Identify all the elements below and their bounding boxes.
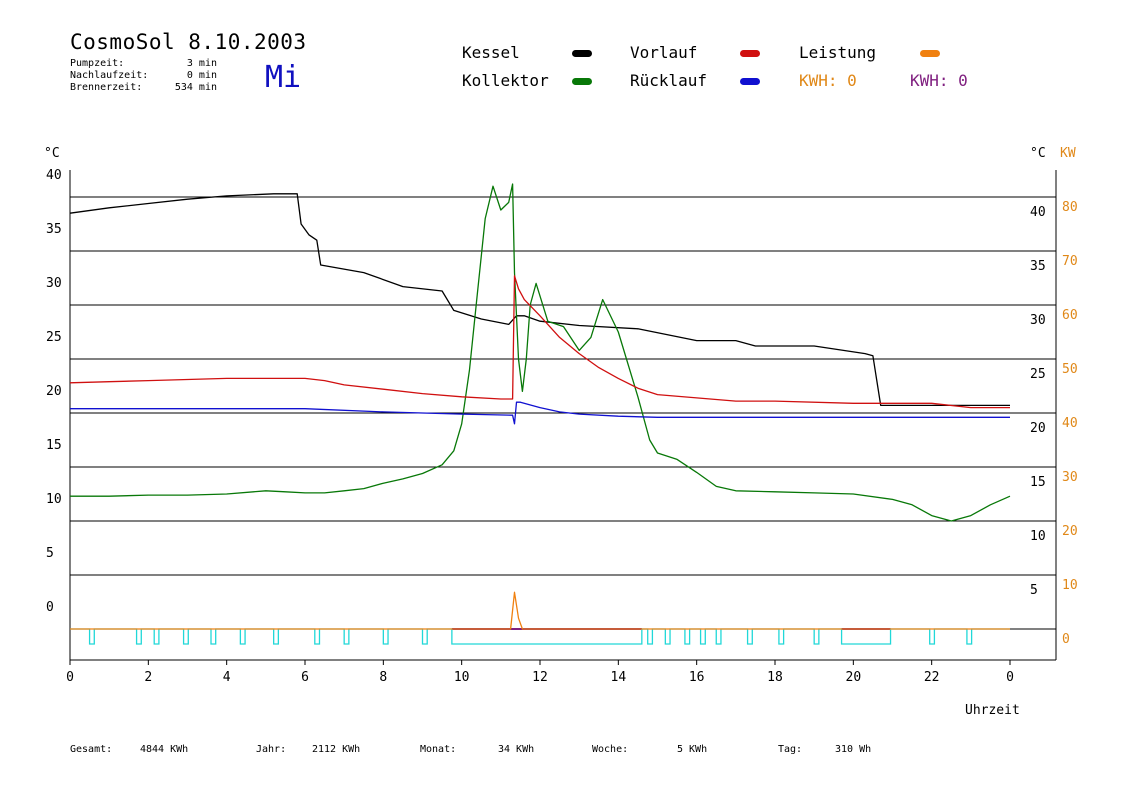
y-tick-right-20: 20: [1030, 421, 1046, 436]
legend-kwh-purple: KWH: 0: [910, 71, 968, 90]
y-tick-left-20: 20: [46, 384, 62, 399]
x-tick-label-5: 10: [454, 670, 470, 685]
legend-leistung-label: Leistung: [799, 43, 877, 62]
stat-pumpzeit-value: 3 min: [186, 58, 217, 69]
footer-tag-label: Tag:: [778, 744, 803, 755]
stats-labels: Pumpzeit: Nachlaufzeit: Brennerzeit:: [70, 58, 148, 94]
y-tick-left-0: 0: [46, 600, 54, 615]
footer-tag-value: 310 Wh: [835, 744, 872, 755]
stat-nachlaufzeit-label: Nachlaufzeit:: [70, 70, 149, 81]
y-axis-label-right: °C: [1030, 146, 1046, 161]
series-leistung-line: [70, 591, 1010, 630]
x-tick-label-9: 18: [767, 670, 783, 685]
y-tick-right-25: 25: [1030, 367, 1046, 382]
y-tick-kw-80: 80: [1062, 200, 1078, 215]
footer-woche-label: Woche:: [592, 744, 629, 755]
temperature-chart: 0510152025303540510152025303540010203040…: [44, 146, 1078, 718]
y-tick-left-35: 35: [46, 222, 62, 237]
y-tick-kw-40: 40: [1062, 416, 1078, 431]
stats-values: 3 min 0 min 534 min: [150, 58, 217, 94]
y-tick-right-15: 15: [1030, 475, 1046, 490]
legend-ruecklauf-label: Rücklauf: [630, 71, 708, 90]
stat-nachlaufzeit-value: 0 min: [186, 70, 217, 81]
footer-jahr-value: 2112 KWh: [312, 744, 361, 755]
footer-gesamt-label: Gesamt:: [70, 744, 113, 755]
footer-monat-value: 34 KWh: [498, 744, 535, 755]
x-tick-label-12: 0: [1006, 670, 1014, 685]
x-tick-label-6: 12: [532, 670, 548, 685]
y-tick-kw-0: 0: [1062, 632, 1070, 647]
legend-kessel-label: Kessel: [462, 43, 520, 62]
y-tick-right-10: 10: [1030, 529, 1046, 544]
legend-kollektor-swatch: [572, 78, 592, 85]
x-tick-label-7: 14: [611, 670, 627, 685]
stat-pumpzeit-label: Pumpzeit:: [70, 58, 125, 69]
x-tick-label-3: 6: [301, 670, 309, 685]
x-tick-label-1: 2: [144, 670, 152, 685]
series-kollektor-line: [70, 183, 1011, 522]
y-tick-left-30: 30: [46, 276, 62, 291]
x-tick-label-2: 4: [223, 670, 231, 685]
y-tick-right-35: 35: [1030, 259, 1046, 274]
legend-vorlauf-swatch: [740, 50, 760, 57]
legend-kollektor-label: Kollektor: [462, 71, 549, 90]
legend-kwh-orange: KWH: 0: [799, 71, 857, 90]
y-tick-kw-60: 60: [1062, 308, 1078, 323]
legend-leistung-swatch: [920, 50, 940, 57]
series-vorlauf-line: [69, 275, 1010, 409]
x-tick-label-4: 8: [379, 670, 387, 685]
footer-monat-label: Monat:: [420, 744, 457, 755]
y-tick-left-40: 40: [46, 168, 62, 183]
y-tick-left-5: 5: [46, 546, 54, 561]
x-tick-label-8: 16: [689, 670, 705, 685]
legend-kessel-swatch: [572, 50, 592, 57]
pump-signal-line: [70, 628, 1010, 645]
y-tick-right-40: 40: [1030, 205, 1046, 220]
y-tick-left-10: 10: [46, 492, 62, 507]
stat-brennerzeit-label: Brennerzeit:: [70, 82, 143, 93]
y-tick-kw-50: 50: [1062, 362, 1078, 377]
y-tick-left-25: 25: [46, 330, 62, 345]
y-axis-label-left: °C: [44, 146, 60, 161]
chart-title: CosmoSol 8.10.2003: [70, 30, 307, 54]
y-tick-left-15: 15: [46, 438, 62, 453]
footer-woche-value: 5 KWh: [677, 744, 708, 755]
x-tick-label-11: 22: [924, 670, 940, 685]
legend-ruecklauf-swatch: [740, 78, 760, 85]
series-ruecklauf-line: [70, 401, 1010, 425]
weekday-label: Mi: [265, 60, 302, 95]
y-tick-kw-70: 70: [1062, 254, 1078, 269]
x-tick-label-10: 20: [846, 670, 862, 685]
stat-brennerzeit-value: 534 min: [174, 82, 217, 93]
y-tick-kw-10: 10: [1062, 578, 1078, 593]
y-tick-right-5: 5: [1030, 583, 1038, 598]
series-kessel-line: [69, 193, 1010, 407]
x-axis-label: Uhrzeit: [965, 703, 1020, 718]
legend-vorlauf-label: Vorlauf: [630, 43, 698, 62]
y-tick-kw-30: 30: [1062, 470, 1078, 485]
y-tick-kw-20: 20: [1062, 524, 1078, 539]
y-tick-right-30: 30: [1030, 313, 1046, 328]
y-axis-label-kw: KW: [1060, 146, 1076, 161]
footer-gesamt-value: 4844 KWh: [140, 744, 189, 755]
footer-jahr-label: Jahr:: [256, 744, 287, 755]
x-tick-label-0: 0: [66, 670, 74, 685]
